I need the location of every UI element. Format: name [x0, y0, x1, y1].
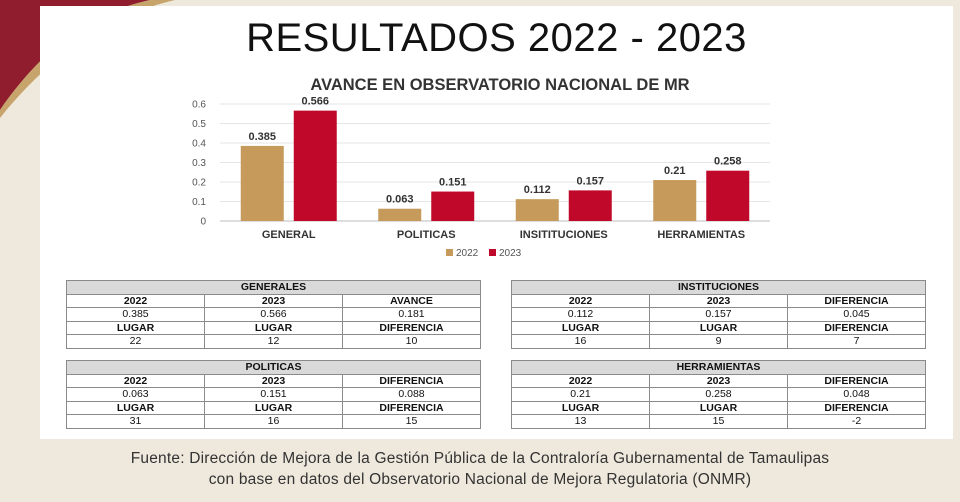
table-generales: GENERALES 2022 2023 AVANCE 0.385 0.566 0… — [65, 280, 482, 349]
column-header: 2022 — [511, 293, 650, 308]
x-tick-label: GENERAL — [262, 229, 316, 241]
table-cell: 31 — [66, 414, 205, 429]
chart-title: AVANCE EN OBSERVATORIO NACIONAL DE MR — [310, 76, 689, 94]
column-header: LUGAR — [66, 320, 205, 335]
table-cell: 0.112 — [511, 307, 650, 322]
column-header: LUGAR — [66, 400, 205, 415]
bar — [431, 191, 475, 221]
column-header: 2022 — [66, 293, 205, 308]
column-header: 2023 — [649, 293, 788, 308]
bar — [568, 190, 612, 221]
footer-line: Fuente: Dirección de Mejora de la Gestió… — [130, 450, 830, 467]
content-panel: RESULTADOS 2022 - 2023 AVANCE EN OBSERVA… — [40, 6, 953, 439]
table-title: GENERALES — [65, 280, 482, 295]
table-cell: 0.045 — [786, 307, 927, 322]
legend-swatch — [446, 249, 453, 256]
table-cell: 16 — [511, 334, 650, 349]
table-cell: 10 — [341, 334, 482, 349]
column-header: DIFERENCIA — [786, 293, 927, 308]
page-title: RESULTADOS 2022 - 2023 — [246, 16, 747, 60]
table-cell: 15 — [341, 414, 482, 429]
column-header: 2023 — [649, 373, 788, 388]
bar — [378, 208, 422, 221]
table-title: HERRAMIENTAS — [510, 360, 927, 375]
column-header: LUGAR — [204, 400, 343, 415]
y-tick-label: 0 — [200, 217, 206, 228]
column-header: 2022 — [66, 373, 205, 388]
column-header: LUGAR — [511, 400, 650, 415]
x-tick-label: INSITITUCIONES — [520, 229, 608, 241]
x-tick-label: POLITICAS — [397, 229, 456, 241]
x-tick-label: HERRAMIENTAS — [657, 229, 745, 241]
bar — [240, 145, 284, 221]
legend-swatch — [489, 249, 496, 256]
data-label: 0.112 — [524, 184, 551, 196]
column-header: DIFERENCIA — [786, 400, 927, 415]
table-title: INSTITUCIONES — [510, 280, 927, 295]
table-cell: 9 — [649, 334, 788, 349]
table-cell: 0.157 — [649, 307, 788, 322]
y-tick-label: 0.5 — [192, 119, 206, 130]
table-cell: 0.048 — [786, 387, 927, 402]
column-header: 2023 — [204, 373, 343, 388]
data-label: 0.151 — [439, 177, 467, 189]
table-cell: 0.151 — [204, 387, 343, 402]
data-label: 0.385 — [248, 131, 276, 143]
table-politicas: POLITICAS 2022 2023 DIFERENCIA 0.063 0.1… — [65, 360, 482, 429]
bar — [653, 180, 697, 221]
column-header: 2023 — [204, 293, 343, 308]
data-label: 0.566 — [301, 96, 329, 108]
legend-label: 2023 — [499, 248, 522, 259]
column-header: LUGAR — [511, 320, 650, 335]
table-cell: 0.385 — [66, 307, 205, 322]
column-header: DIFERENCIA — [341, 320, 482, 335]
table-cell: 13 — [511, 414, 650, 429]
table-instituciones: INSTITUCIONES 2022 2023 DIFERENCIA 0.112… — [510, 280, 927, 349]
y-tick-label: 0.3 — [192, 158, 206, 169]
table-title: POLITICAS — [65, 360, 482, 375]
table-cell: 15 — [649, 414, 788, 429]
bar-chart: AVANCE EN OBSERVATORIO NACIONAL DE MR 0 0.… — [192, 76, 770, 259]
table-cell: 16 — [204, 414, 343, 429]
bar — [515, 199, 559, 221]
data-label: 0.157 — [576, 175, 604, 187]
column-header: DIFERENCIA — [341, 400, 482, 415]
table-cell: 12 — [204, 334, 343, 349]
source-footer: Fuente: Dirección de Mejora de la Gestió… — [0, 448, 960, 490]
bar — [293, 110, 337, 221]
bar — [706, 170, 750, 221]
column-header: LUGAR — [649, 400, 788, 415]
table-herramientas: HERRAMIENTAS 2022 2023 DIFERENCIA 0.21 0… — [510, 360, 927, 429]
data-label: 0.258 — [714, 156, 742, 168]
table-cell: 7 — [786, 334, 927, 349]
column-header: LUGAR — [204, 320, 343, 335]
table-cell: 0.088 — [341, 387, 482, 402]
table-cell: 0.258 — [649, 387, 788, 402]
corner-decoration — [0, 0, 175, 118]
table-cell: 22 — [66, 334, 205, 349]
y-tick-label: 0.2 — [192, 178, 206, 189]
data-label: 0.063 — [386, 194, 414, 206]
column-header: DIFERENCIA — [341, 373, 482, 388]
column-header: LUGAR — [649, 320, 788, 335]
y-tick-label: 0.4 — [192, 139, 206, 150]
y-tick-label: 0.6 — [192, 100, 206, 111]
column-header: DIFERENCIA — [786, 320, 927, 335]
table-cell: 0.063 — [66, 387, 205, 402]
column-header: 2022 — [511, 373, 650, 388]
data-label: 0.21 — [664, 165, 685, 177]
table-cell: 0.181 — [341, 307, 482, 322]
footer-line: con base en datos del Observatorio Nacio… — [208, 471, 752, 488]
column-header: AVANCE — [341, 293, 482, 308]
y-tick-label: 0.1 — [192, 197, 206, 208]
legend-label: 2022 — [456, 248, 479, 259]
table-cell: -2 — [786, 414, 927, 429]
column-header: DIFERENCIA — [786, 373, 927, 388]
table-cell: 0.21 — [511, 387, 650, 402]
table-cell: 0.566 — [204, 307, 343, 322]
